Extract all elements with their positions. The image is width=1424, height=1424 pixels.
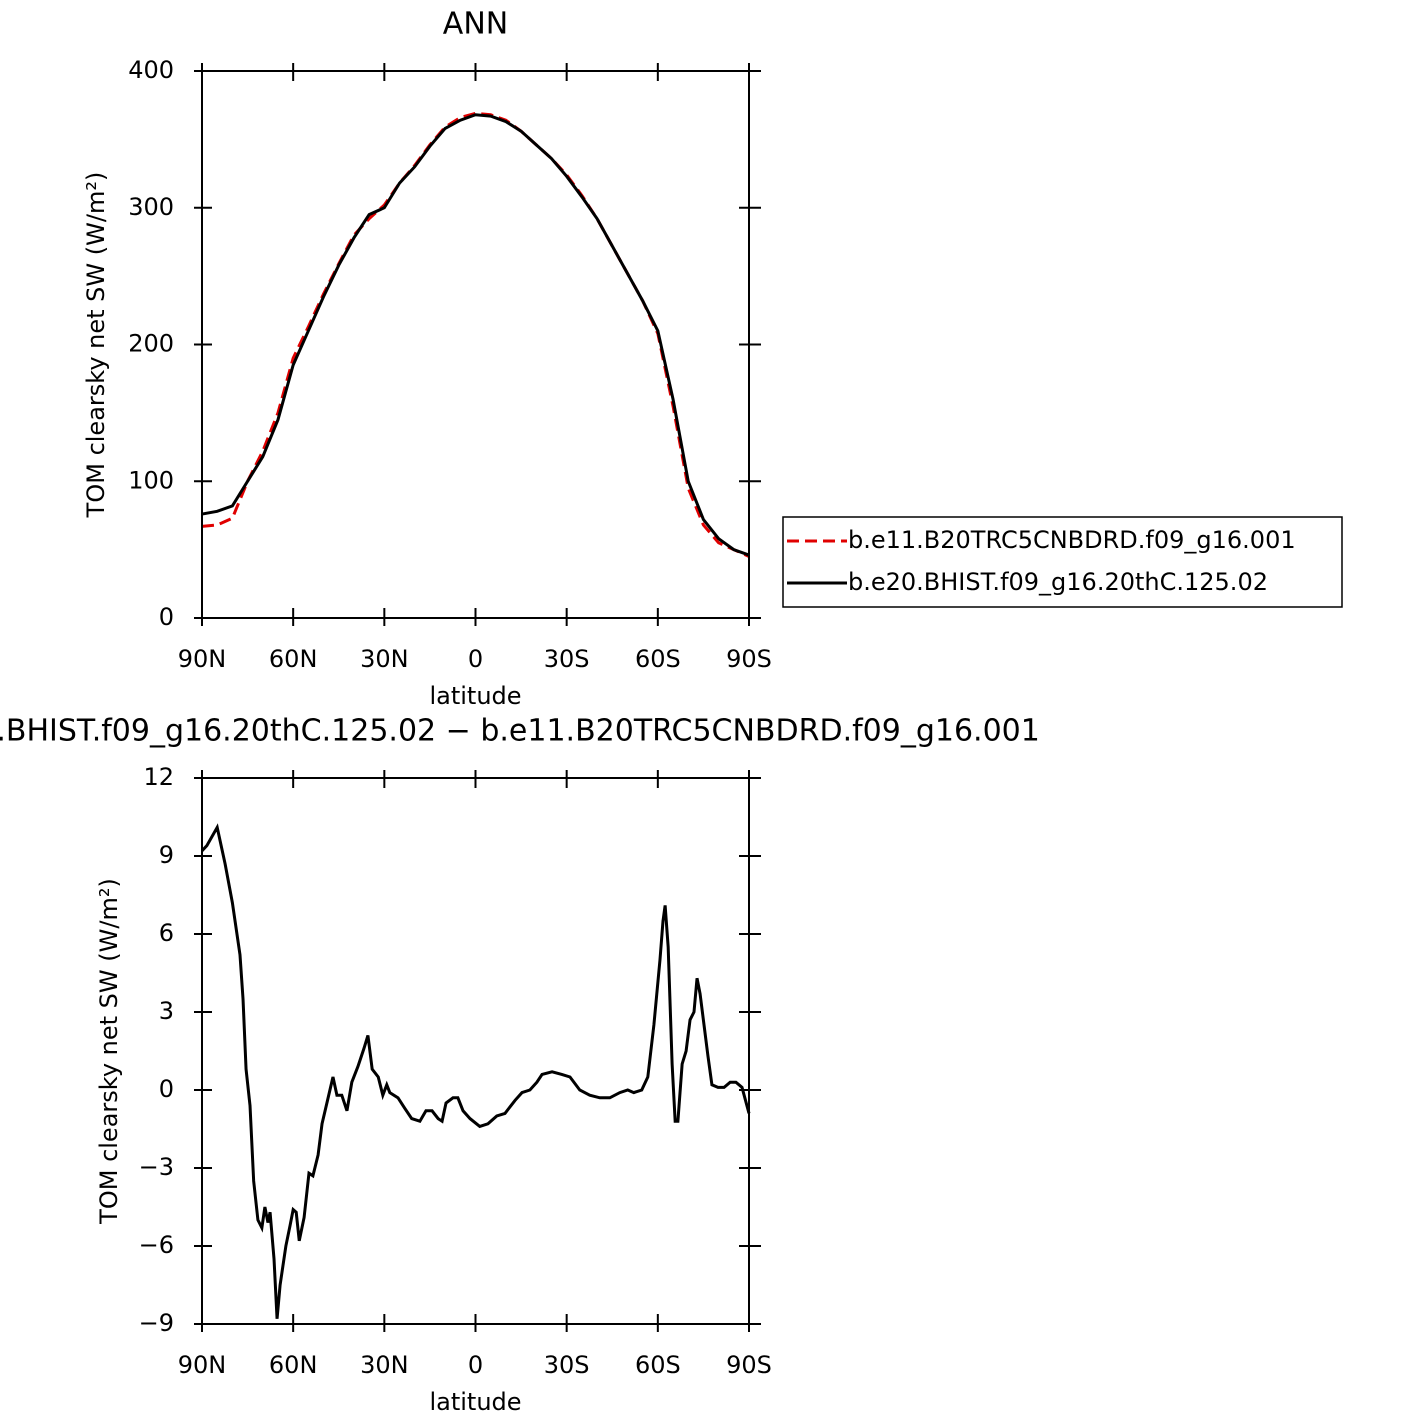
- x-tick-label: 30S: [544, 645, 590, 673]
- legend-box: [782, 516, 1343, 608]
- y-tick-label: 300: [128, 193, 174, 221]
- y-tick-label: 0: [159, 603, 174, 631]
- y-tick-label: −3: [139, 1153, 174, 1181]
- legend-label: b.e11.B20TRC5CNBDRD.f09_g16.001: [848, 526, 1296, 554]
- chart-title: b.e20.BHIST.f09_g16.20thC.125.02 − b.e11…: [0, 714, 1040, 749]
- y-tick-label: 200: [128, 330, 174, 358]
- x-tick-label: 30S: [544, 1351, 590, 1379]
- x-tick-label: 60S: [635, 645, 681, 673]
- y-axis-label: TOM clearsky net SW (W/m²): [95, 878, 123, 1225]
- x-tick-label: 0: [468, 1351, 483, 1379]
- y-axis-label: TOM clearsky net SW (W/m²): [82, 172, 110, 519]
- y-tick-label: 3: [159, 997, 174, 1025]
- x-tick-label: 90N: [178, 1351, 227, 1379]
- y-tick-label: 0: [159, 1075, 174, 1103]
- plot-frame: [201, 777, 750, 1325]
- x-tick-label: 30N: [360, 645, 409, 673]
- x-axis-label: latitude: [429, 1388, 521, 1416]
- x-tick-label: 60S: [635, 1351, 681, 1379]
- x-tick-label: 30N: [360, 1351, 409, 1379]
- x-tick-label: 90S: [726, 1351, 772, 1379]
- y-tick-label: −9: [139, 1309, 174, 1337]
- x-tick-label: 60N: [269, 645, 318, 673]
- y-tick-label: 12: [143, 763, 174, 791]
- series-line: [200, 823, 751, 1319]
- x-tick-label: 60N: [269, 1351, 318, 1379]
- y-tick-label: −6: [139, 1231, 174, 1259]
- y-tick-label: 9: [159, 841, 174, 869]
- y-tick-label: 400: [128, 56, 174, 84]
- x-tick-label: 90N: [178, 645, 227, 673]
- x-tick-label: 90S: [726, 645, 772, 673]
- series-line: [201, 113, 750, 557]
- y-tick-label: 6: [159, 919, 174, 947]
- y-tick-label: 100: [128, 466, 174, 494]
- chart-title: ANN: [443, 7, 508, 42]
- legend-label: b.e20.BHIST.f09_g16.20thC.125.02: [848, 568, 1268, 596]
- x-axis-label: latitude: [429, 682, 521, 710]
- plot-frame: [201, 70, 750, 619]
- x-tick-label: 0: [468, 645, 483, 673]
- series-line: [201, 111, 750, 558]
